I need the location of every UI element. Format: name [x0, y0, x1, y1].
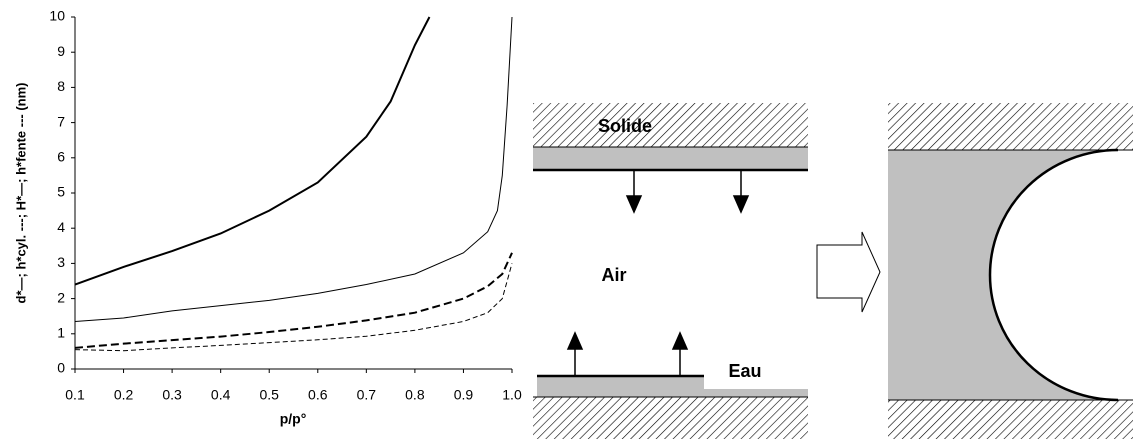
arrows	[566, 170, 750, 376]
series-line	[74, 16, 431, 286]
x-tick-label: 0.5	[259, 387, 279, 403]
solid-label: Solide	[598, 116, 652, 136]
water-film	[533, 147, 808, 170]
y-tick-label: 4	[57, 219, 65, 235]
transition-arrow	[816, 231, 881, 313]
x-tick-label: 1.0	[502, 387, 522, 403]
y-tick-label: 2	[57, 289, 65, 305]
meniscus-diagram	[888, 103, 1133, 439]
series-line	[74, 263, 513, 352]
water-film	[704, 389, 808, 397]
film-diagram: Solide Air Eau	[533, 103, 808, 439]
series-line	[74, 16, 513, 322]
water-film	[537, 376, 704, 397]
y-tick-label: 8	[57, 78, 65, 94]
series-line	[74, 252, 513, 349]
meniscus	[988, 148, 1119, 402]
y-tick-label: 0	[57, 360, 65, 376]
y-tick-label: 6	[57, 149, 65, 165]
x-tick-label: 0.1	[65, 387, 85, 403]
solid-top	[888, 103, 1133, 150]
solid-bottom	[888, 400, 1133, 439]
y-tick-label: 1	[57, 325, 65, 341]
x-tick-label: 0.8	[405, 387, 425, 403]
x-tick-label: 0.6	[308, 387, 328, 403]
solid-bottom	[533, 397, 808, 439]
x-tick-label: 0.3	[162, 387, 182, 403]
x-tick-label: 0.7	[357, 387, 377, 403]
x-tick-label: 0.2	[114, 387, 134, 403]
y-tick-label: 5	[57, 184, 65, 200]
air-label: Air	[601, 265, 626, 285]
chart: d*—; h*cyl. ---; H*—; h*fente --- (nm) p…	[13, 8, 522, 427]
solid-top	[533, 103, 808, 147]
y-tick-label: 7	[57, 113, 65, 129]
y-axis-label: d*—; h*cyl. ---; H*—; h*fente --- (nm)	[13, 83, 28, 304]
x-axis-label: p/p°	[280, 411, 307, 427]
y-tick-label: 9	[57, 43, 65, 59]
x-tick-label: 0.4	[211, 387, 231, 403]
x-tick-label: 0.9	[454, 387, 474, 403]
y-tick-label: 10	[49, 8, 65, 24]
water-label: Eau	[728, 361, 761, 381]
y-tick-label: 3	[57, 254, 65, 270]
air-cavity	[990, 150, 1118, 400]
